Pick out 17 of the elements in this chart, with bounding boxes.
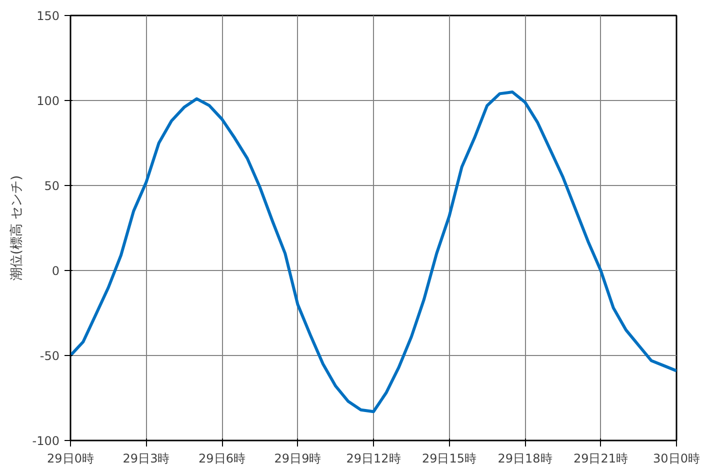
y-axis-title: 潮位(標高 センチ) bbox=[8, 175, 24, 281]
x-tick-label: 29日21時 bbox=[573, 452, 628, 466]
x-tick-label: 29日15時 bbox=[422, 452, 477, 466]
line-series bbox=[70, 90, 676, 414]
y-tick-label: -50 bbox=[40, 349, 60, 363]
x-tick-label: 29日3時 bbox=[122, 452, 170, 466]
x-tick-label: 30日0時 bbox=[653, 452, 700, 466]
y-tick-label: 100 bbox=[36, 94, 60, 108]
y-tick-label: 150 bbox=[36, 9, 60, 23]
y-tick-label: 0 bbox=[52, 264, 60, 278]
y-tick-label: 50 bbox=[44, 179, 60, 193]
x-tick-label: 29日6時 bbox=[198, 452, 246, 466]
x-tick-label: 29日12時 bbox=[346, 452, 401, 466]
x-tick-label: 29日18時 bbox=[498, 452, 552, 466]
x-tick-label: 29日0時 bbox=[47, 452, 94, 466]
x-tick-label: 29日9時 bbox=[274, 452, 322, 466]
y-tick-label: -100 bbox=[32, 434, 60, 448]
